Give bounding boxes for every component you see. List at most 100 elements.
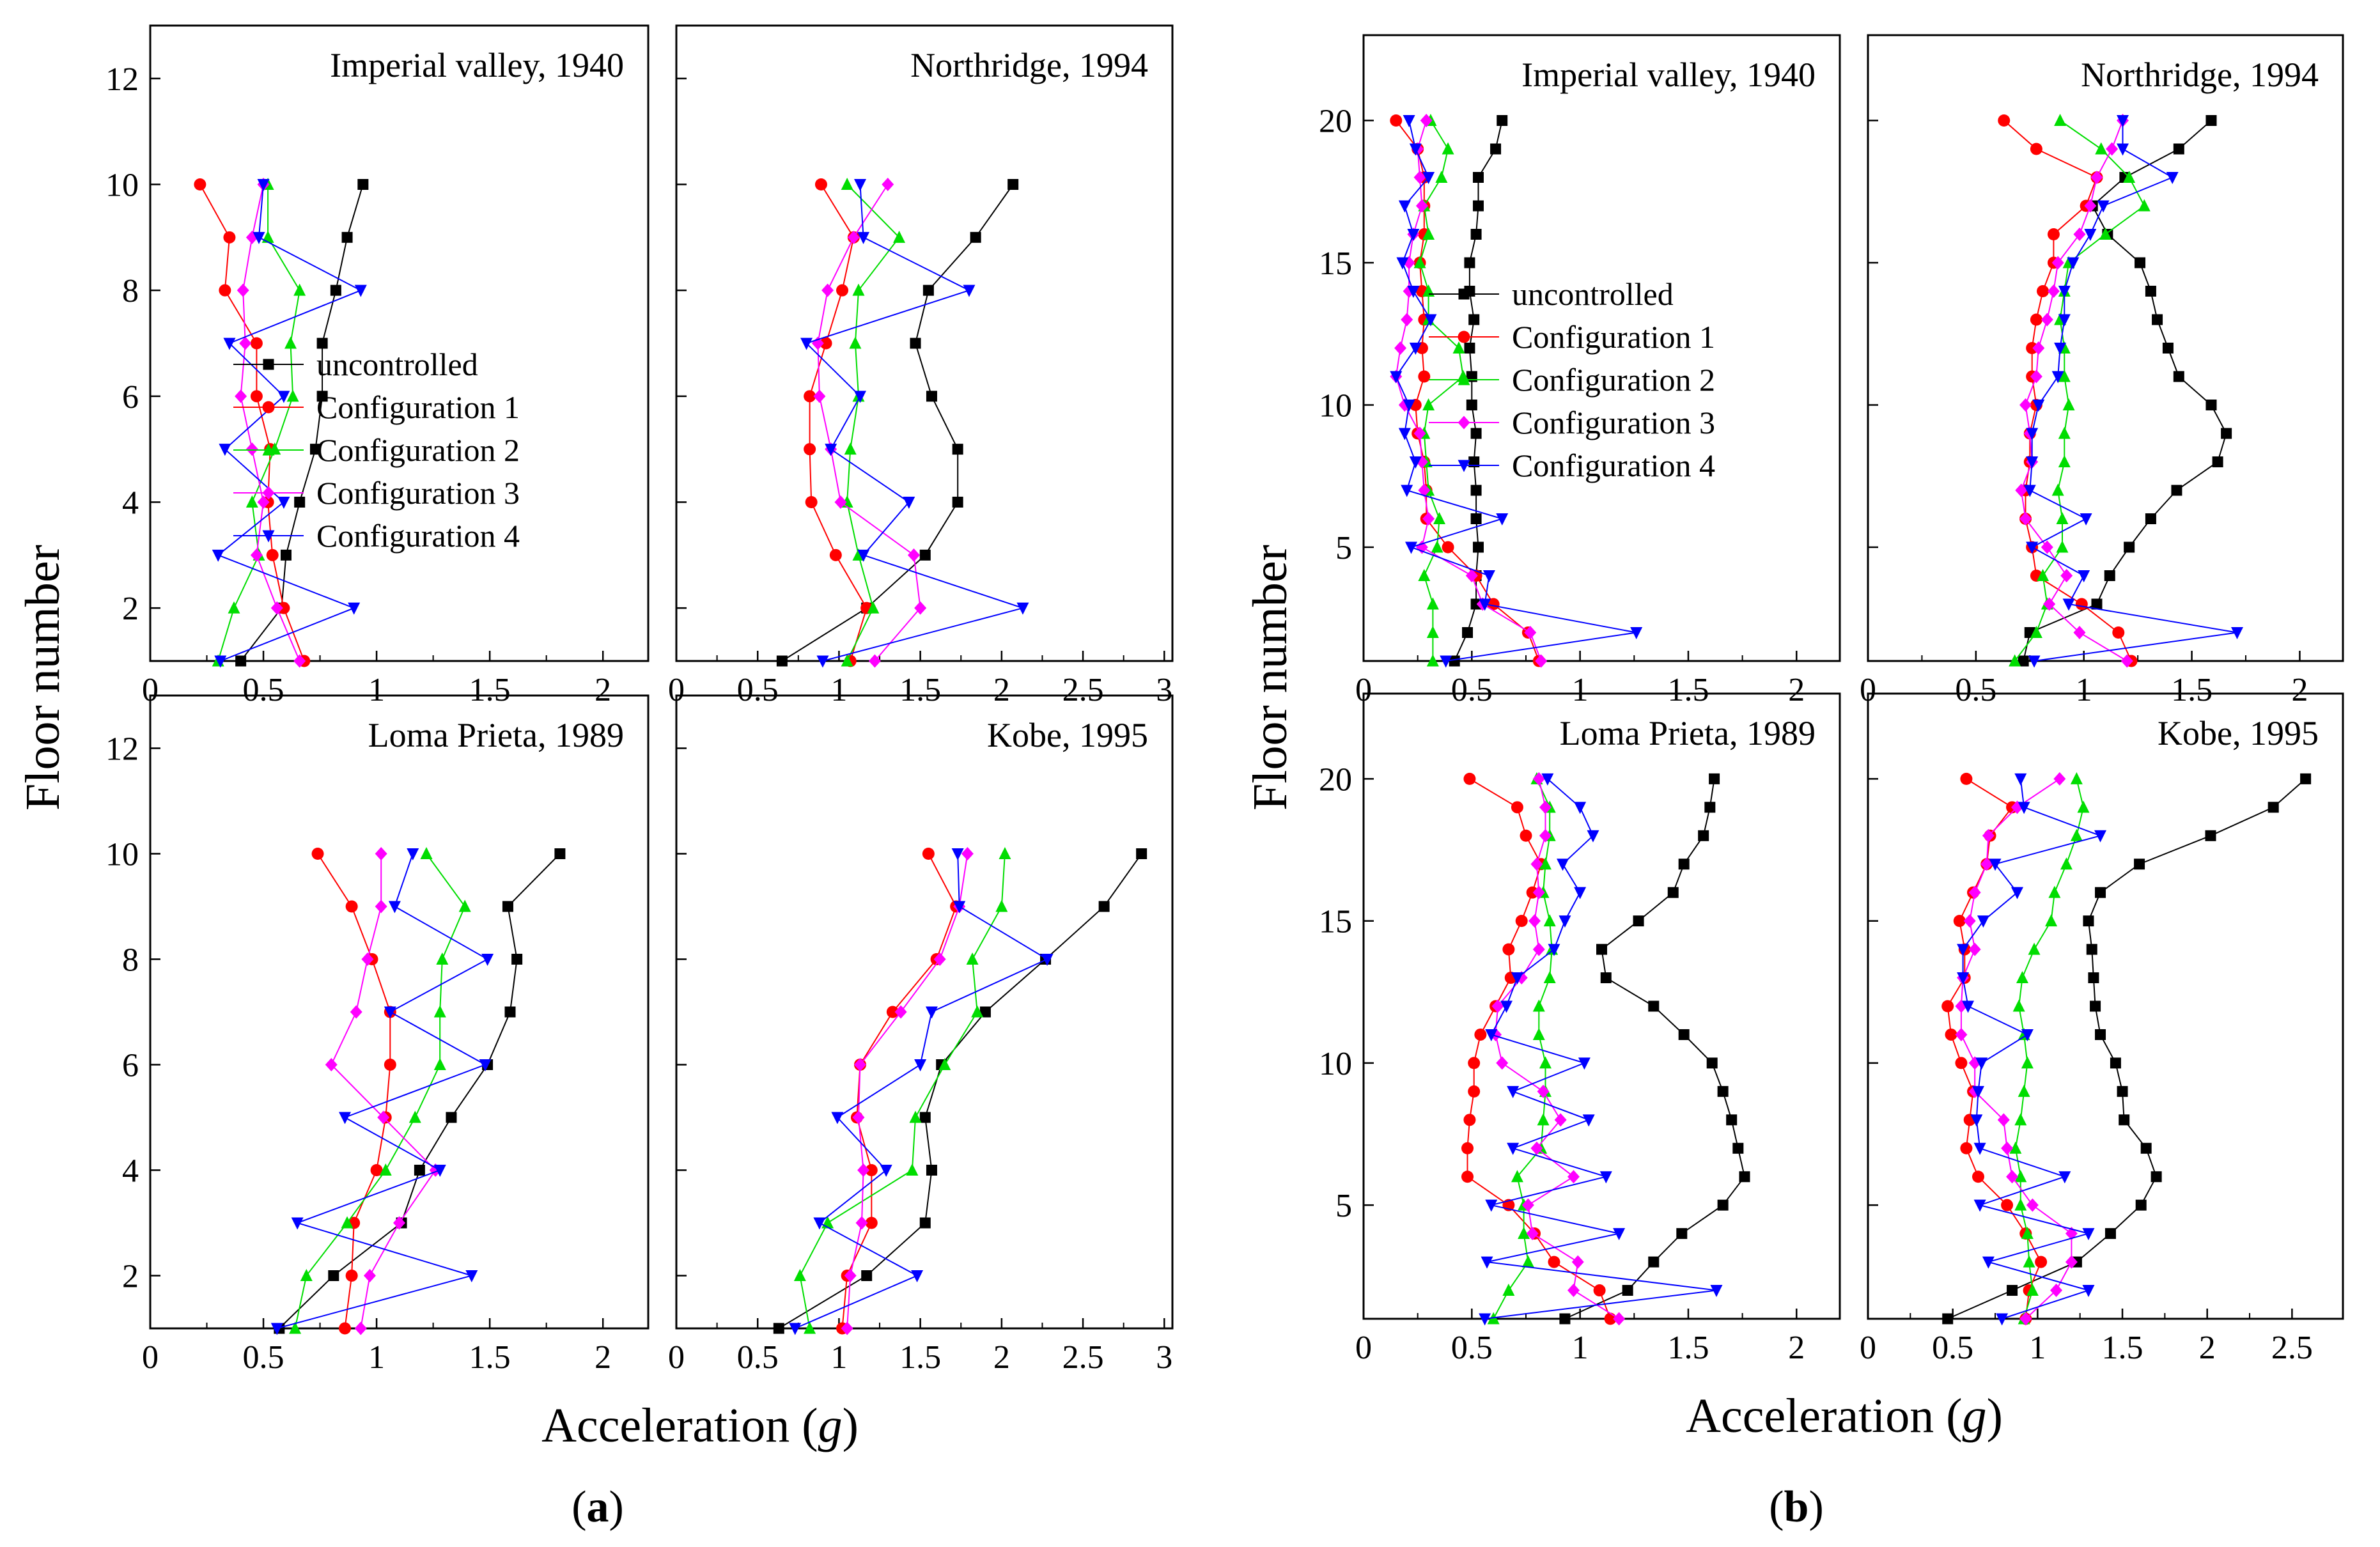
x-tick-label: 1	[2029, 1330, 2046, 1366]
data-point-uncontrolled	[2091, 598, 2103, 610]
legend-label: Configuration 4	[316, 518, 520, 554]
data-point-uncontrolled	[1732, 1142, 1744, 1154]
data-point-uncontrolled	[952, 497, 963, 508]
series-configuration-1	[1461, 772, 1617, 1325]
data-point-configuration-4	[1396, 257, 1409, 270]
data-point-uncontrolled	[2086, 944, 2097, 955]
data-point-configuration-3	[2120, 654, 2133, 668]
data-point-configuration-1	[1972, 1170, 1984, 1183]
data-point-configuration-3	[855, 1216, 868, 1230]
data-point-configuration-4	[1972, 1085, 1984, 1098]
data-point-configuration-2	[849, 336, 862, 349]
data-point-configuration-4	[1574, 887, 1587, 899]
data-point-configuration-3	[1567, 1284, 1580, 1298]
y-tick-label: 10	[105, 837, 139, 873]
data-point-configuration-1	[1511, 801, 1523, 814]
data-point-configuration-4	[479, 1059, 492, 1071]
series-line-configuration-4	[1962, 779, 2103, 1319]
data-point-uncontrolled	[2145, 286, 2156, 297]
data-point-configuration-4	[1479, 598, 1491, 611]
data-point-configuration-4	[1500, 1000, 1513, 1013]
x-tick-label: 2	[595, 1339, 611, 1376]
x-tick-label: 1.5	[899, 672, 941, 708]
data-point-configuration-3	[2073, 626, 2086, 639]
data-point-uncontrolled	[1633, 915, 1644, 927]
data-point-configuration-4	[433, 1165, 446, 1177]
data-point-uncontrolled	[2173, 143, 2184, 155]
data-point-uncontrolled	[1472, 200, 1484, 212]
data-point-configuration-3	[2001, 1141, 2014, 1155]
data-point-configuration-3	[257, 495, 270, 509]
data-point-configuration-4	[1390, 371, 1403, 384]
data-point-configuration-4	[2166, 172, 2179, 184]
data-point-configuration-4	[1578, 1057, 1591, 1070]
data-point-uncontrolled	[554, 848, 566, 859]
series-line-configuration-4	[217, 184, 362, 662]
data-point-configuration-4	[825, 444, 837, 456]
data-point-configuration-4	[214, 655, 227, 668]
data-point-configuration-1	[1474, 1028, 1487, 1041]
x-tick-label: 0.5	[1451, 1330, 1493, 1366]
data-point-uncontrolled	[922, 284, 934, 296]
data-point-configuration-1	[1418, 370, 1431, 383]
data-point-configuration-2	[408, 1110, 421, 1123]
data-point-configuration-4	[2051, 371, 2064, 384]
data-point-configuration-4	[1630, 627, 1643, 639]
series-configuration-4	[1957, 773, 2107, 1326]
panel-a-kobe-1995: 0 0.5 1 1.5 2 2.5 3 Kobe, 1995	[668, 694, 1174, 1376]
data-point-configuration-3	[1418, 483, 1431, 497]
data-point-configuration-4	[1409, 143, 1422, 156]
x-tick-label: 1	[2076, 672, 2092, 708]
series-line-configuration-3	[1960, 778, 2073, 1319]
data-point-configuration-3	[1532, 885, 1545, 899]
data-point-configuration-4	[1957, 972, 1970, 985]
data-point-configuration-4	[2082, 1285, 2095, 1298]
data-point-configuration-4	[857, 231, 870, 244]
data-point-configuration-4	[2058, 1171, 2071, 1184]
series-line-configuration-4	[277, 853, 489, 1329]
data-point-configuration-3	[350, 1005, 362, 1019]
series-line-configuration-2	[799, 853, 1006, 1329]
series-configuration-3	[235, 178, 306, 668]
data-point-configuration-4	[1403, 115, 1415, 127]
data-point-configuration-4	[1574, 802, 1587, 814]
data-point-configuration-3	[852, 1110, 865, 1124]
data-point-configuration-3	[1963, 914, 1976, 928]
data-point-uncontrolled	[1470, 485, 1482, 496]
data-point-configuration-3	[2015, 483, 2028, 497]
y-tick-label: 20	[1319, 761, 1352, 798]
data-point-configuration-2	[909, 1110, 922, 1123]
y-tick-label: 6	[122, 1048, 139, 1084]
data-point-configuration-4	[1970, 1114, 1983, 1127]
data-point-configuration-1	[219, 284, 231, 297]
data-point-configuration-2	[1537, 1113, 1550, 1126]
legend-item-configuration-2: Configuration 2	[1429, 362, 1715, 398]
x-axis-title-text: Acceleration	[1686, 1389, 1934, 1443]
data-point-uncontrolled	[2124, 541, 2135, 553]
data-point-configuration-4	[914, 1059, 927, 1071]
data-point-configuration-4	[2026, 456, 2039, 469]
data-point-configuration-4	[1507, 1085, 1520, 1098]
data-point-configuration-1	[2075, 598, 2088, 610]
data-point-configuration-3	[821, 283, 834, 297]
x-tick-label: 1.5	[2171, 672, 2213, 708]
x-tick-label: 0.5	[1955, 672, 1996, 708]
data-point-configuration-4	[1599, 1171, 1612, 1184]
data-point-uncontrolled	[294, 497, 306, 508]
data-point-configuration-2	[2060, 857, 2073, 870]
subfigure-label-b: (b)	[1769, 1482, 1824, 1532]
data-point-configuration-4	[2117, 115, 2129, 127]
x-tick-label: 2	[1788, 1330, 1805, 1366]
data-point-configuration-2	[2009, 1141, 2022, 1154]
data-point-configuration-3	[1491, 999, 1504, 1013]
data-point-configuration-1	[1390, 114, 1403, 127]
data-point-configuration-3	[237, 283, 249, 297]
data-point-configuration-3	[1980, 857, 1993, 871]
subfigure-label-letter: b	[1784, 1482, 1809, 1532]
x-axis-unit-close: )	[843, 1399, 859, 1452]
y-tick-label: 10	[1319, 1046, 1352, 1082]
data-point-uncontrolled	[1596, 944, 1607, 955]
data-point-configuration-2	[844, 442, 857, 455]
data-point-uncontrolled	[1648, 1000, 1660, 1012]
data-point-configuration-4	[1496, 513, 1509, 525]
